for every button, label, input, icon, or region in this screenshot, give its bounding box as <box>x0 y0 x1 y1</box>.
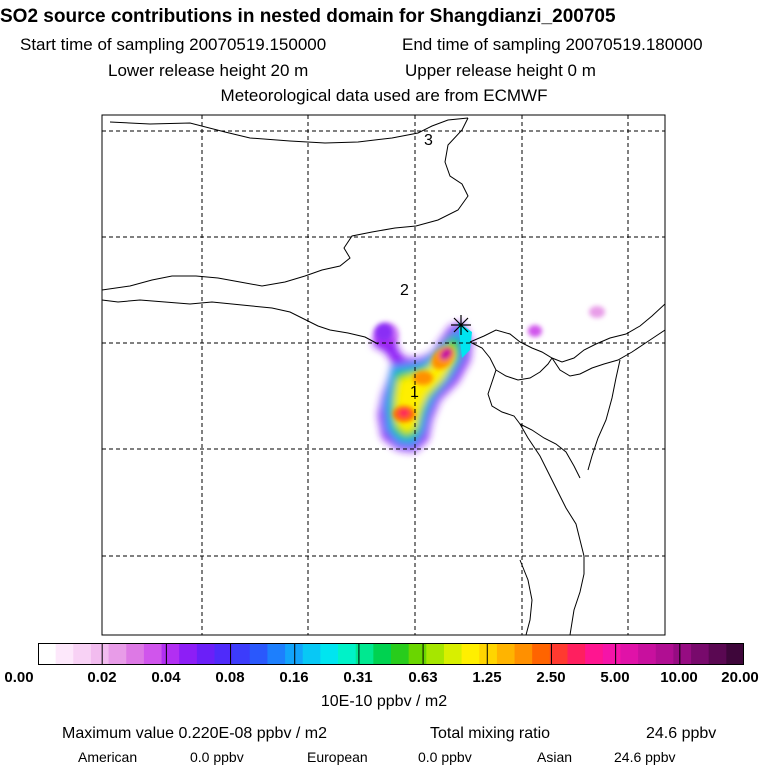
colorbar-frame <box>38 643 744 665</box>
page-title: SO2 source contributions in nested domai… <box>0 6 616 27</box>
colorbar-swatch <box>55 643 74 665</box>
colorbar-swatch <box>549 643 568 665</box>
colorbar-swatch <box>514 643 533 665</box>
colorbar-tick-label: 0.08 <box>215 669 245 686</box>
colorbar-swatch <box>496 643 516 665</box>
plume-blob-east <box>528 325 542 337</box>
colorbar-swatch <box>655 643 674 665</box>
colorbar-swatch <box>461 643 480 665</box>
colorbar-tick-label: 2.50 <box>536 669 566 686</box>
colorbar-swatch <box>302 643 321 665</box>
coastline <box>469 341 585 635</box>
colorbar-tick-label: 0.04 <box>151 669 181 686</box>
region-marker-3: 3 <box>424 132 433 149</box>
colorbar-swatch <box>285 643 304 665</box>
lower-release-label: Lower release height 20 m <box>108 61 309 80</box>
asian-value: 24.6 ppbv <box>614 749 676 765</box>
colorbar-swatch <box>90 643 110 665</box>
colorbar-swatch <box>338 643 357 665</box>
colorbar-swatch <box>249 643 268 665</box>
map-gridlines <box>102 115 665 635</box>
korea-south <box>587 359 621 471</box>
colorbar-swatch <box>179 643 198 665</box>
colorbar-swatch <box>602 643 621 665</box>
shandong-coast <box>519 423 581 479</box>
colorbar-tick-label: 0.02 <box>87 669 117 686</box>
asian-label: Asian <box>537 749 573 765</box>
colorbar-swatch <box>355 643 374 665</box>
american-label: American <box>78 749 138 765</box>
colorbar-swatch <box>726 643 744 665</box>
colorbar-swatch <box>479 643 498 665</box>
colorbar-tick-label: 10.00 <box>660 669 698 686</box>
colorbar-tick-label: 0.63 <box>408 669 438 686</box>
korea-coast <box>551 329 665 377</box>
colorbar-swatch <box>691 643 710 665</box>
colorbar-tick-label: 5.00 <box>600 669 630 686</box>
end-sampling-label: End time of sampling 20070519.180000 <box>402 35 703 54</box>
colorbar-swatch <box>620 643 639 665</box>
colorbar-swatch <box>585 643 604 665</box>
northern-border <box>109 117 469 144</box>
colorbar-tick-label: 20.00 <box>721 669 759 686</box>
station-marker <box>451 315 471 335</box>
colorbar-tick-label: 0.31 <box>343 669 373 686</box>
met-data-label: Meteorological data used are from ECMWF <box>220 86 548 105</box>
colorbar-swatch <box>373 643 392 665</box>
colorbar-swatch <box>567 643 586 665</box>
colorbar-swatch <box>638 643 657 665</box>
region-marker-2: 2 <box>400 282 409 299</box>
max-value-label: Maximum value 0.220E-08 ppbv / m2 <box>62 725 328 742</box>
colorbar-tick-label: 0.00 <box>4 669 34 686</box>
colorbar-swatch <box>443 643 463 665</box>
colorbar-tick-label: 0.16 <box>279 669 309 686</box>
map-boundaries <box>102 117 665 635</box>
colorbar-swatch <box>161 643 180 665</box>
plume-peak-lower <box>399 409 409 417</box>
colorbar-swatch <box>673 643 692 665</box>
colorbar-swatch <box>532 643 551 665</box>
peninsula <box>495 357 553 381</box>
colorbar-swatch <box>391 643 410 665</box>
colorbar-swatch <box>267 643 286 665</box>
southern-coast <box>519 559 533 635</box>
colorbar-swatch <box>408 643 427 665</box>
bohai-coast <box>469 303 665 363</box>
colorbar-swatch <box>196 643 215 665</box>
plume-core-middle <box>413 371 433 385</box>
inner-border-east <box>102 117 469 291</box>
colorbar-swatch <box>143 643 163 665</box>
colorbar-swatch <box>108 643 127 665</box>
colorbar-swatch <box>73 643 92 665</box>
region-marker-1: 1 <box>410 384 419 401</box>
european-value: 0.0 ppbv <box>418 749 472 765</box>
start-sampling-label: Start time of sampling 20070519.150000 <box>20 35 327 54</box>
colorbar-tick-label: 1.25 <box>472 669 502 686</box>
inner-border-south <box>102 299 379 345</box>
colorbar-swatch <box>426 643 445 665</box>
upper-release-label: Upper release height 0 m <box>405 61 596 80</box>
total-mixing-value: 24.6 ppbv <box>646 725 717 742</box>
colorbar-swatch <box>320 643 339 665</box>
colorbar-swatch <box>214 643 233 665</box>
plume-peak-upper <box>439 347 453 361</box>
colorbar-unit: 10E-10 ppbv / m2 <box>320 693 448 710</box>
total-mixing-label: Total mixing ratio <box>430 725 551 742</box>
colorbar-swatch <box>708 643 727 665</box>
plume-blob-far-east <box>589 306 605 318</box>
colorbar-swatch <box>38 643 57 665</box>
plume-blob-nw-halo <box>373 322 399 346</box>
map-frame <box>101 114 666 636</box>
european-label: European <box>307 749 368 765</box>
american-value: 0.0 ppbv <box>190 749 244 765</box>
colorbar-swatch <box>232 643 251 665</box>
colorbar <box>38 643 744 665</box>
colorbar-swatch <box>126 643 145 665</box>
